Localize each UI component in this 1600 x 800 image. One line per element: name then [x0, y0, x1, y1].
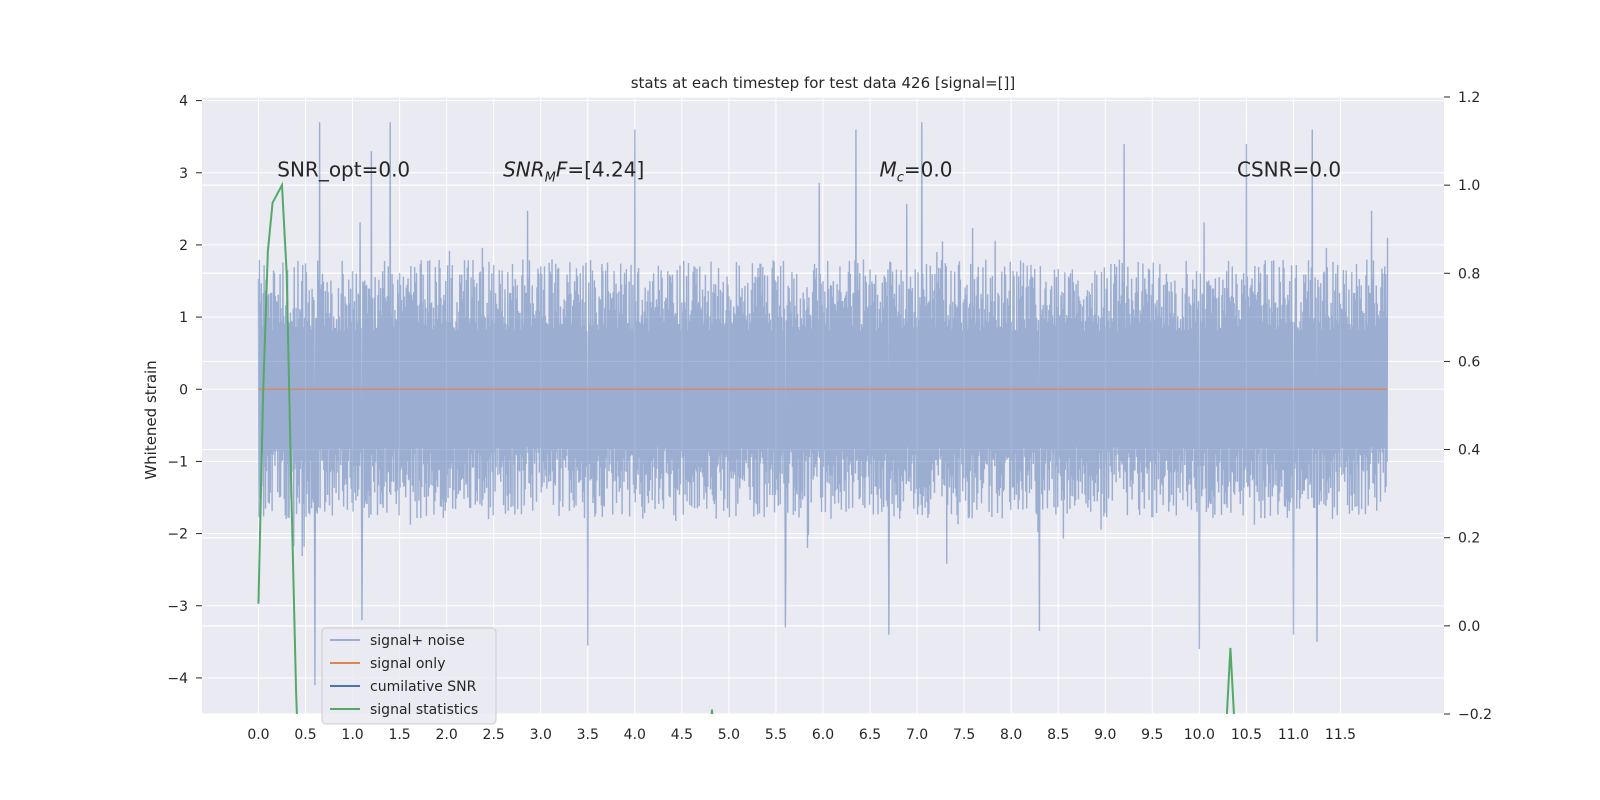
- signal-statistics-series: [257, 181, 1235, 714]
- signal-noise-series: [257, 122, 1389, 686]
- signal-statistics-line: [1225, 647, 1235, 714]
- y-tick-label: −1: [167, 454, 188, 470]
- x-tick-label: 6.0: [812, 727, 834, 743]
- x-tick-label: 2.0: [436, 727, 458, 743]
- x-tick-label: 3.5: [577, 727, 599, 743]
- x-tick-label: 9.0: [1094, 727, 1116, 743]
- x-tick-label: 8.5: [1047, 727, 1069, 743]
- y-tick-label: 3: [179, 166, 188, 182]
- x-tick-label: 7.5: [953, 727, 975, 743]
- y2-tick-label: 0.4: [1458, 443, 1480, 459]
- y2-tick-label: 0.2: [1458, 531, 1480, 547]
- y-tick-label: −3: [167, 599, 188, 615]
- x-tick-label: 0.5: [294, 727, 316, 743]
- x-tick-label: 0.0: [247, 727, 269, 743]
- y-tick-label: 1: [179, 310, 188, 326]
- y-axis-ticks: 4 3 2 1 0 −1 −2 −3 −4: [167, 94, 202, 687]
- y-tick-label: 4: [179, 94, 188, 110]
- x-tick-label: 5.0: [718, 727, 740, 743]
- x-tick-label: 2.5: [483, 727, 505, 743]
- x-tick-label: 11.0: [1278, 727, 1309, 743]
- x-tick-label: 10.0: [1184, 727, 1215, 743]
- annotation-text: CSNR=0.0: [1237, 157, 1341, 181]
- x-tick-label: 10.5: [1231, 727, 1262, 743]
- noise-trace: [257, 122, 1389, 686]
- annotation-text: Mc=0.0: [879, 157, 952, 185]
- y-tick-label: −2: [167, 527, 188, 543]
- y2-tick-label: 0.6: [1458, 354, 1480, 370]
- signal-statistics-line: [257, 181, 298, 714]
- x-tick-label: 3.0: [530, 727, 552, 743]
- legend-label: signal statistics: [370, 702, 478, 718]
- y2-tick-label: 0.8: [1458, 266, 1480, 282]
- legend-label: cumilative SNR: [370, 679, 477, 695]
- x-axis-ticks: 0.0 0.5 1.0 1.5 2.0 2.5 3.0 3.5 4.0 4.5 5.0 5.5 6.0 6…: [247, 727, 1356, 743]
- right-axis-ticks: 1.2 1.0 0.8 0.6 0.4 0.2 0.0 −0.2: [1444, 90, 1492, 723]
- y-axis-label: Whitened strain: [142, 360, 160, 479]
- y-tick-label: 0: [179, 382, 188, 398]
- x-tick-label: 8.0: [1000, 727, 1022, 743]
- x-tick-label: 5.5: [765, 727, 787, 743]
- y2-tick-label: 1.2: [1458, 90, 1480, 106]
- x-tick-label: 4.5: [671, 727, 693, 743]
- legend-label: signal only: [370, 656, 445, 672]
- x-tick-label: 4.0: [624, 727, 646, 743]
- annotations: SNR_opt=0.0 SNRMF=[4.24] Mc=0.0 CSNR=0.0: [277, 157, 1341, 185]
- signal-statistics-line: [710, 709, 714, 714]
- x-tick-label: 6.5: [859, 727, 881, 743]
- x-tick-label: 1.5: [388, 727, 410, 743]
- y2-tick-label: 1.0: [1458, 178, 1480, 194]
- annotation-text: SNR_opt=0.0: [277, 157, 410, 181]
- x-tick-label: 9.5: [1141, 727, 1163, 743]
- y-tick-label: −4: [167, 671, 188, 687]
- y-tick-label: 2: [179, 238, 188, 254]
- chart-title: stats at each timestep for test data 426…: [631, 74, 1016, 92]
- legend: signal+ noise signal only cumilative SNR si…: [321, 627, 497, 725]
- annotation-text: SNRMF=[4.24]: [503, 157, 644, 185]
- y2-tick-label: −0.2: [1458, 707, 1492, 723]
- legend-box: [321, 627, 497, 725]
- x-tick-label: 11.5: [1325, 727, 1356, 743]
- legend-label: signal+ noise: [370, 633, 465, 649]
- y2-tick-label: 0.0: [1458, 619, 1480, 635]
- x-tick-label: 1.0: [341, 727, 363, 743]
- x-tick-label: 7.0: [906, 727, 928, 743]
